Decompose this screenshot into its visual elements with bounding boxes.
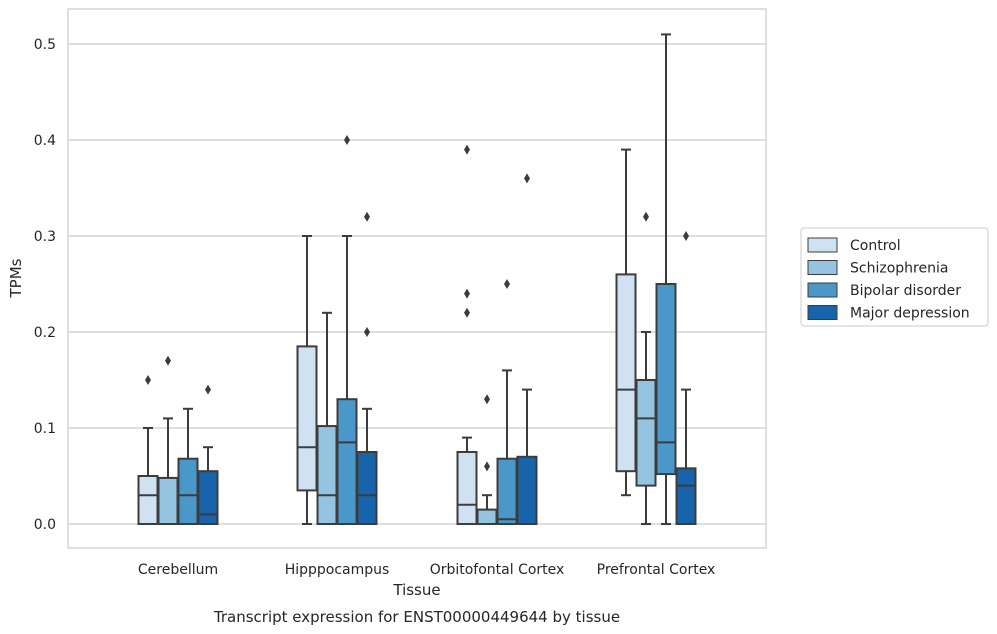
outlier-point [464, 307, 470, 318]
box-schizophrenia [157, 355, 179, 526]
box-bipolar-disorder [655, 33, 677, 525]
box-iqr [675, 467, 697, 526]
box-iqr [316, 425, 338, 525]
legend-swatch [807, 237, 838, 253]
box-iqr [516, 455, 538, 525]
outlier-point [165, 355, 171, 366]
box-schizophrenia [476, 394, 498, 526]
box-major-depression [197, 384, 219, 526]
box-iqr [496, 457, 518, 525]
x-axis-label: Tissue [392, 581, 440, 599]
box-bipolar-disorder [177, 407, 199, 525]
box-iqr [476, 508, 498, 526]
y-tick-label: 0.3 [34, 229, 56, 245]
box-iqr [356, 451, 378, 525]
outlier-point [364, 211, 370, 222]
legend-label: Control [850, 238, 901, 254]
box-iqr [655, 283, 677, 476]
outlier-point [524, 173, 530, 184]
box-iqr [615, 273, 637, 473]
x-tick-label: Cerebellum [138, 562, 218, 578]
legend-swatch [807, 282, 838, 298]
y-tick-label: 0.5 [34, 37, 56, 53]
outlier-point [145, 375, 151, 385]
box-iqr [336, 398, 358, 526]
box-bipolar-disorder [496, 279, 518, 525]
box-iqr [177, 457, 199, 525]
outlier-point [205, 384, 211, 395]
y-tick-label: 0.0 [34, 517, 56, 533]
outlier-point [484, 461, 490, 472]
legend: Control Schizophrenia Bipolar disorder Majo… [800, 227, 989, 327]
y-tick-label: 0.1 [34, 421, 56, 437]
box-control [296, 235, 318, 525]
outlier-point [364, 327, 370, 337]
plot-frame [67, 8, 767, 549]
y-axis-label: TPMs [7, 258, 25, 298]
y-tick-label: 0.4 [34, 133, 56, 149]
outlier-point [504, 279, 510, 289]
legend-swatch [807, 305, 838, 320]
box-iqr [157, 476, 179, 526]
legend-label: Schizophrenia [850, 261, 948, 277]
legend-frame [800, 227, 989, 327]
x-tick-label: Prefrontal Cortex [597, 562, 716, 578]
y-tick-label: 0.2 [34, 325, 56, 341]
box-control [137, 375, 159, 525]
box-iqr [296, 345, 318, 492]
chart-caption: Transcript expression for ENST0000044964… [213, 608, 620, 626]
y-axis-ticks: 0.0 0.1 0.2 0.3 0.4 0.5 [34, 37, 56, 533]
legend-swatch [807, 260, 838, 275]
box-iqr [137, 475, 159, 525]
legend-label: Major depression [850, 306, 970, 322]
legend-label: Bipolar disorder [850, 283, 961, 299]
box-control [615, 148, 637, 497]
x-tick-label: Orbitofontal Cortex [430, 562, 565, 578]
box-schizophrenia [635, 211, 657, 525]
outlier-point [344, 135, 350, 145]
box-control [456, 144, 478, 525]
x-tick-label: Hipppocampus [285, 562, 390, 578]
box-iqr [456, 451, 478, 525]
outlier-point [464, 288, 470, 299]
box-major-depression [356, 211, 378, 525]
outlier-point [643, 211, 649, 222]
box-major-depression [675, 231, 697, 526]
box-major-depression [516, 173, 538, 525]
box-groups [137, 33, 697, 526]
x-axis-ticks: Cerebellum Hipppocampus Orbitofontal Corte… [138, 562, 715, 578]
outlier-point [484, 394, 490, 405]
box-iqr [197, 470, 219, 526]
outlier-point [683, 231, 689, 241]
box-bipolar-disorder [336, 135, 358, 526]
outlier-point [464, 144, 470, 155]
box-iqr [635, 379, 657, 487]
